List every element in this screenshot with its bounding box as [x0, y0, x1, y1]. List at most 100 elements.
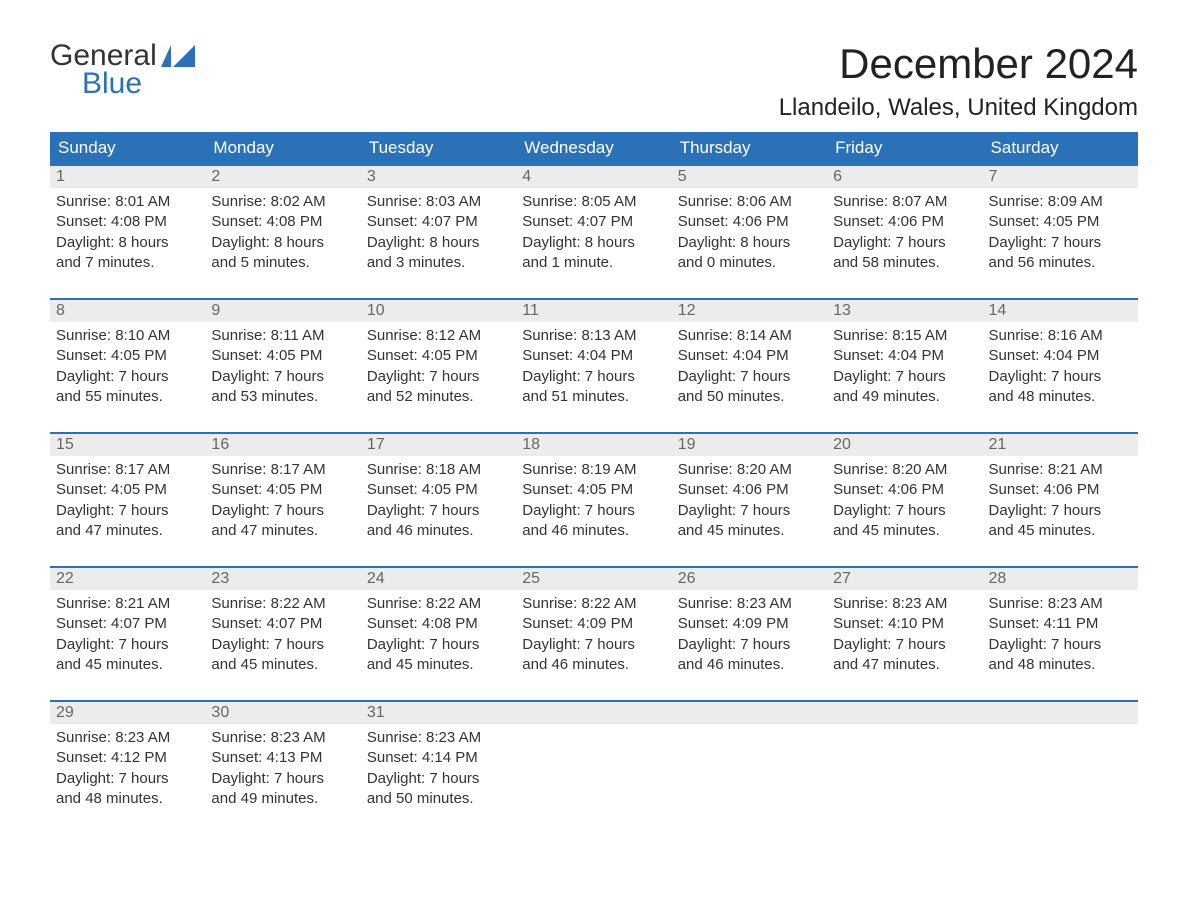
- day-d1-line: Daylight: 7 hours: [367, 367, 510, 387]
- day-number-cell: 30: [205, 701, 360, 724]
- day-body-cell: Sunrise: 8:21 AMSunset: 4:07 PMDaylight:…: [50, 590, 205, 683]
- day-ss-line: Sunset: 4:05 PM: [211, 480, 354, 500]
- day-number-cell: 25: [516, 567, 671, 590]
- day-ss-line: Sunset: 4:12 PM: [56, 748, 199, 768]
- day-body-row: Sunrise: 8:21 AMSunset: 4:07 PMDaylight:…: [50, 590, 1138, 683]
- day-sr-line: Sunrise: 8:11 AM: [211, 326, 354, 346]
- day-number-cell: 10: [361, 299, 516, 322]
- day-d1-line: Daylight: 7 hours: [989, 635, 1132, 655]
- day-body-cell: Sunrise: 8:02 AMSunset: 4:08 PMDaylight:…: [205, 188, 360, 281]
- day-ss-line: Sunset: 4:04 PM: [678, 346, 821, 366]
- day-d1-line: Daylight: 7 hours: [211, 769, 354, 789]
- day-ss-line: Sunset: 4:07 PM: [522, 212, 665, 232]
- day-body-row: Sunrise: 8:17 AMSunset: 4:05 PMDaylight:…: [50, 456, 1138, 549]
- day-sr-line: Sunrise: 8:10 AM: [56, 326, 199, 346]
- day-sr-line: Sunrise: 8:05 AM: [522, 192, 665, 212]
- day-ss-line: Sunset: 4:06 PM: [833, 480, 976, 500]
- day-d2-line: and 45 minutes.: [678, 521, 821, 541]
- day-sr-line: Sunrise: 8:06 AM: [678, 192, 821, 212]
- day-body-row: Sunrise: 8:10 AMSunset: 4:05 PMDaylight:…: [50, 322, 1138, 415]
- day-number-cell: [983, 701, 1138, 724]
- day-d2-line: and 53 minutes.: [211, 387, 354, 407]
- day-body-row: Sunrise: 8:01 AMSunset: 4:08 PMDaylight:…: [50, 188, 1138, 281]
- day-sr-line: Sunrise: 8:17 AM: [211, 460, 354, 480]
- dow-header-row: SundayMondayTuesdayWednesdayThursdayFrid…: [50, 132, 1138, 165]
- day-d1-line: Daylight: 7 hours: [56, 501, 199, 521]
- day-sr-line: Sunrise: 8:17 AM: [56, 460, 199, 480]
- day-d1-line: Daylight: 7 hours: [833, 501, 976, 521]
- day-ss-line: Sunset: 4:07 PM: [367, 212, 510, 232]
- day-sr-line: Sunrise: 8:12 AM: [367, 326, 510, 346]
- day-d1-line: Daylight: 8 hours: [367, 233, 510, 253]
- day-sr-line: Sunrise: 8:02 AM: [211, 192, 354, 212]
- week-separator: [50, 415, 1138, 433]
- day-sr-line: Sunrise: 8:19 AM: [522, 460, 665, 480]
- day-number-cell: 15: [50, 433, 205, 456]
- title-block: December 2024 Llandeilo, Wales, United K…: [779, 40, 1138, 122]
- day-ss-line: Sunset: 4:05 PM: [211, 346, 354, 366]
- day-number-row: 1234567: [50, 165, 1138, 188]
- day-ss-line: Sunset: 4:13 PM: [211, 748, 354, 768]
- day-body-cell: Sunrise: 8:23 AMSunset: 4:11 PMDaylight:…: [983, 590, 1138, 683]
- day-d2-line: and 45 minutes.: [211, 655, 354, 675]
- day-ss-line: Sunset: 4:04 PM: [989, 346, 1132, 366]
- day-number-cell: [672, 701, 827, 724]
- day-number-cell: 3: [361, 165, 516, 188]
- week-separator: [50, 281, 1138, 299]
- day-number-cell: 7: [983, 165, 1138, 188]
- day-number-cell: 9: [205, 299, 360, 322]
- day-d2-line: and 1 minute.: [522, 253, 665, 273]
- week-separator: [50, 683, 1138, 701]
- day-body-cell: Sunrise: 8:19 AMSunset: 4:05 PMDaylight:…: [516, 456, 671, 549]
- day-d2-line: and 50 minutes.: [367, 789, 510, 809]
- day-d1-line: Daylight: 8 hours: [56, 233, 199, 253]
- logo-text-bottom: Blue: [82, 68, 195, 100]
- dow-header: Thursday: [672, 132, 827, 165]
- day-ss-line: Sunset: 4:05 PM: [367, 346, 510, 366]
- day-body-cell: Sunrise: 8:05 AMSunset: 4:07 PMDaylight:…: [516, 188, 671, 281]
- day-d2-line: and 49 minutes.: [211, 789, 354, 809]
- day-d1-line: Daylight: 7 hours: [56, 635, 199, 655]
- day-sr-line: Sunrise: 8:16 AM: [989, 326, 1132, 346]
- day-d2-line: and 47 minutes.: [211, 521, 354, 541]
- day-body-cell: Sunrise: 8:13 AMSunset: 4:04 PMDaylight:…: [516, 322, 671, 415]
- day-d1-line: Daylight: 7 hours: [367, 501, 510, 521]
- day-ss-line: Sunset: 4:06 PM: [678, 212, 821, 232]
- day-d2-line: and 48 minutes.: [989, 387, 1132, 407]
- day-body-cell: Sunrise: 8:22 AMSunset: 4:07 PMDaylight:…: [205, 590, 360, 683]
- day-body-cell: Sunrise: 8:10 AMSunset: 4:05 PMDaylight:…: [50, 322, 205, 415]
- day-sr-line: Sunrise: 8:22 AM: [211, 594, 354, 614]
- day-body-cell: Sunrise: 8:23 AMSunset: 4:14 PMDaylight:…: [361, 724, 516, 817]
- day-d1-line: Daylight: 7 hours: [56, 769, 199, 789]
- day-d1-line: Daylight: 7 hours: [211, 635, 354, 655]
- day-sr-line: Sunrise: 8:09 AM: [989, 192, 1132, 212]
- day-body-cell: Sunrise: 8:17 AMSunset: 4:05 PMDaylight:…: [205, 456, 360, 549]
- day-d1-line: Daylight: 7 hours: [678, 501, 821, 521]
- day-number-cell: 22: [50, 567, 205, 590]
- day-ss-line: Sunset: 4:05 PM: [522, 480, 665, 500]
- day-body-cell: Sunrise: 8:11 AMSunset: 4:05 PMDaylight:…: [205, 322, 360, 415]
- day-ss-line: Sunset: 4:14 PM: [367, 748, 510, 768]
- day-number-cell: 23: [205, 567, 360, 590]
- day-d1-line: Daylight: 7 hours: [56, 367, 199, 387]
- day-body-cell: Sunrise: 8:21 AMSunset: 4:06 PMDaylight:…: [983, 456, 1138, 549]
- day-body-cell: [983, 724, 1138, 817]
- day-sr-line: Sunrise: 8:23 AM: [367, 728, 510, 748]
- day-sr-line: Sunrise: 8:01 AM: [56, 192, 199, 212]
- day-sr-line: Sunrise: 8:20 AM: [833, 460, 976, 480]
- day-body-cell: Sunrise: 8:17 AMSunset: 4:05 PMDaylight:…: [50, 456, 205, 549]
- day-number-cell: 12: [672, 299, 827, 322]
- day-d2-line: and 48 minutes.: [56, 789, 199, 809]
- day-d1-line: Daylight: 7 hours: [833, 635, 976, 655]
- day-body-cell: Sunrise: 8:09 AMSunset: 4:05 PMDaylight:…: [983, 188, 1138, 281]
- day-sr-line: Sunrise: 8:18 AM: [367, 460, 510, 480]
- day-d1-line: Daylight: 7 hours: [367, 769, 510, 789]
- week-separator: [50, 549, 1138, 567]
- dow-header: Wednesday: [516, 132, 671, 165]
- day-body-cell: Sunrise: 8:07 AMSunset: 4:06 PMDaylight:…: [827, 188, 982, 281]
- day-d1-line: Daylight: 7 hours: [522, 367, 665, 387]
- day-number-cell: [516, 701, 671, 724]
- day-number-cell: 14: [983, 299, 1138, 322]
- day-sr-line: Sunrise: 8:22 AM: [522, 594, 665, 614]
- day-sr-line: Sunrise: 8:15 AM: [833, 326, 976, 346]
